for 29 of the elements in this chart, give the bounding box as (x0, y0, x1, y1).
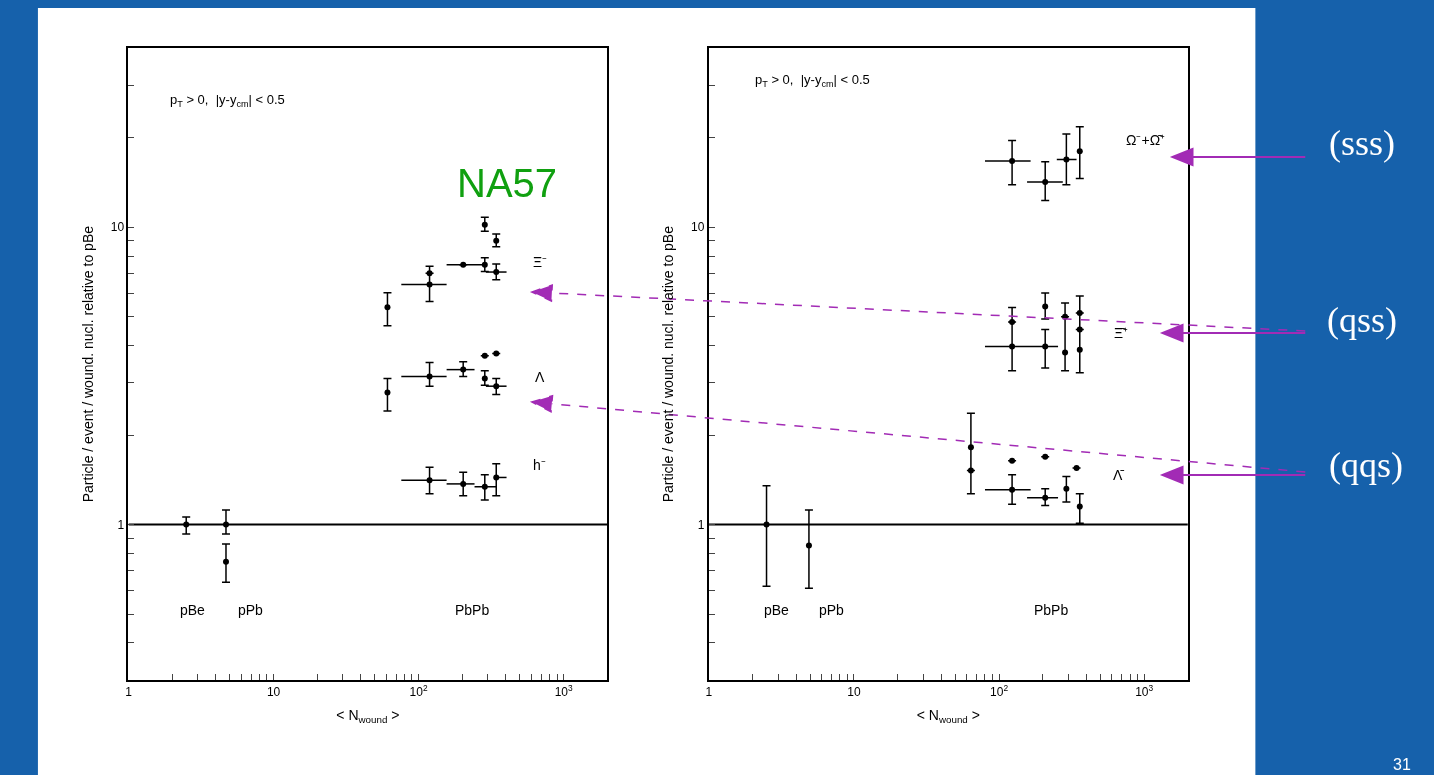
x-axis-title: < N$_{wound}$ > (336, 707, 400, 726)
annotation: Ξ⁻ (533, 254, 548, 270)
annotation: Ω⁻+Ω̄⁺ (1126, 132, 1166, 148)
x-tick-label: 10$^{2}$ (409, 683, 428, 700)
x-axis-title: < N$_{wound}$ > (916, 707, 980, 726)
x-tick-label: 10 (266, 685, 281, 700)
y-axis-title: Particle / event / wound. nucl. relative to pBe (79, 225, 96, 503)
text: (qqs) (1329, 445, 1403, 485)
annotation: PbPb (1034, 602, 1069, 618)
x-tick-label: 10$^{2}$ (990, 683, 1009, 700)
text: 31 (1393, 756, 1411, 773)
annotation: pPb (238, 602, 264, 618)
text: (qss) (1327, 300, 1397, 340)
text: (sss) (1329, 123, 1396, 163)
annotation: PbPb (455, 602, 490, 618)
annotation: p$_{T}$ > 0, |y-y$_{cm}$| < 0.5 (755, 72, 870, 89)
x-tick-label: 10$^{3}$ (554, 683, 573, 700)
annotation: Ξ̄⁺ (1114, 325, 1129, 341)
annotation: pPb (819, 602, 845, 618)
annotation: p$_{T}$ > 0, |y-y$_{cm}$| < 0.5 (170, 92, 285, 109)
x-tick-label: 10$^{3}$ (1135, 683, 1154, 700)
annotation: NA57 (457, 161, 558, 205)
y-axis-title: Particle / event / wound. nucl. relative to pBe (660, 225, 677, 503)
annotation: pBe (180, 602, 206, 618)
annotation: h⁻ (533, 457, 546, 473)
x-tick-label: 10 (847, 685, 861, 700)
annotation: Λ (535, 369, 545, 385)
annotation: pBe (764, 602, 790, 618)
annotation: Λ̄ (1113, 467, 1125, 483)
